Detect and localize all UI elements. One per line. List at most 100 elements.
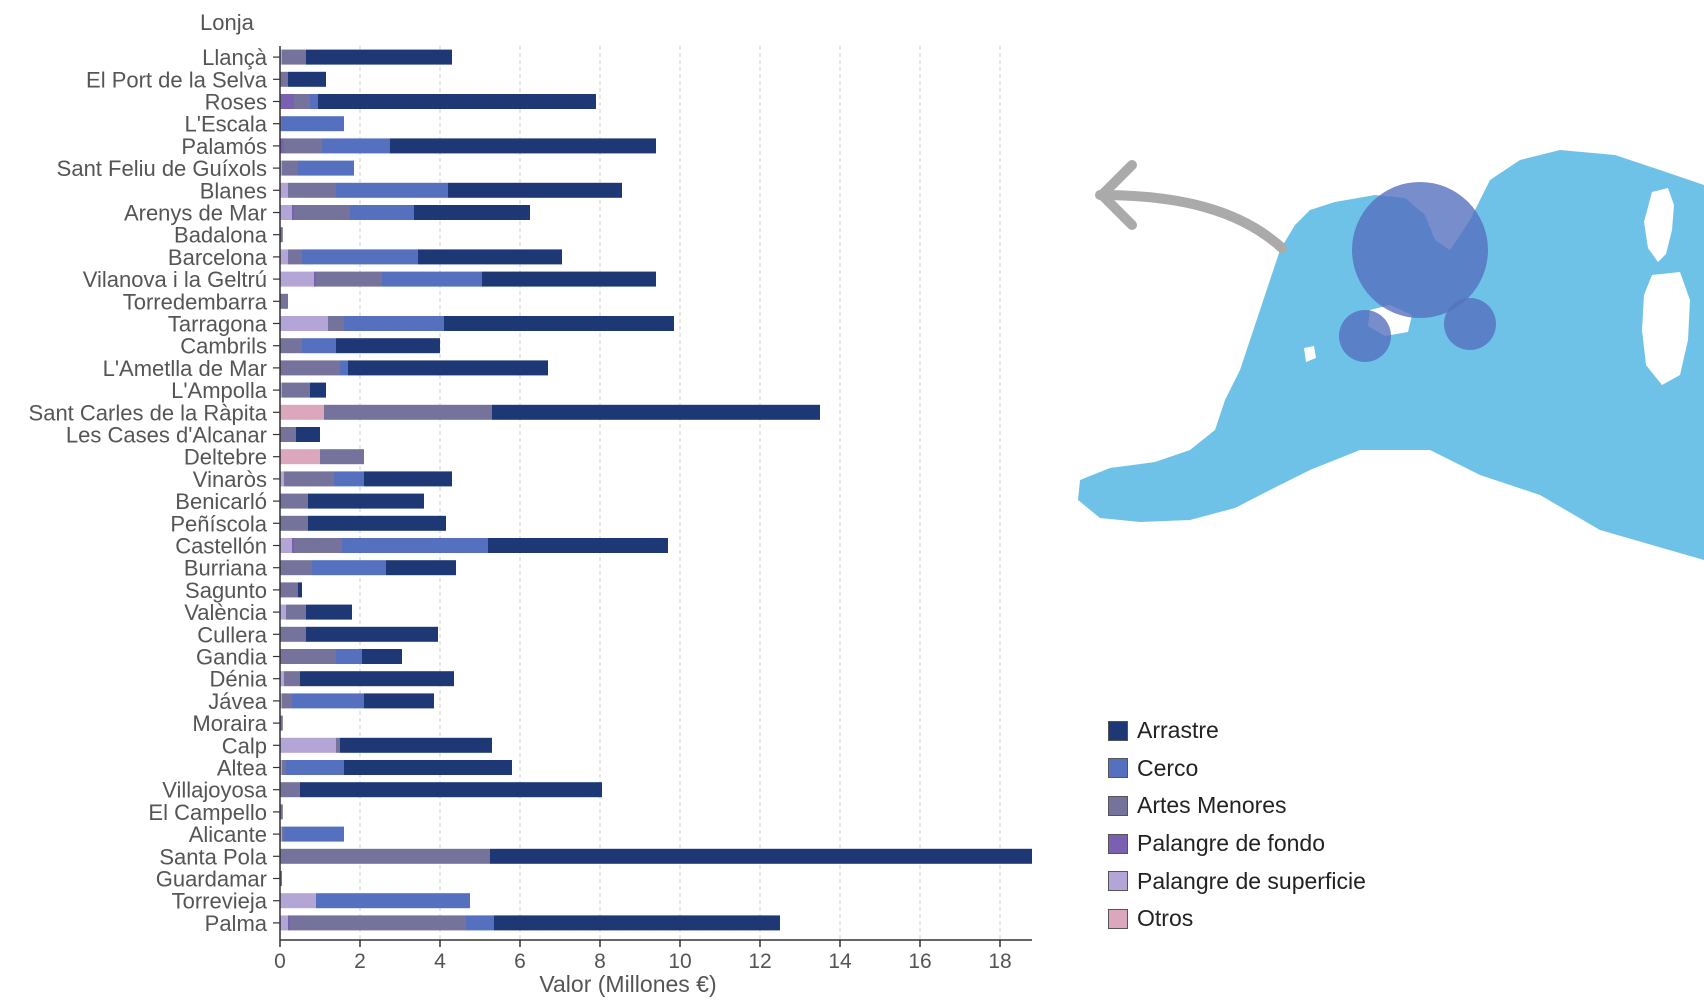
bars <box>280 49 1032 931</box>
bar-segment <box>282 760 286 775</box>
bar-segment <box>316 271 382 287</box>
bar-segment <box>280 160 282 176</box>
bar-segment <box>414 205 530 220</box>
corsica-shape <box>1644 188 1674 262</box>
category-label: Castellón <box>175 534 267 559</box>
x-tick-label: 4 <box>434 950 446 973</box>
balearic-value-bubble <box>1444 298 1496 350</box>
category-label: Barcelona <box>168 245 268 270</box>
legend-item: Cerco <box>1108 750 1366 788</box>
category-label: Vilanova i la Geltrú <box>83 267 267 292</box>
bar-segment <box>280 227 283 243</box>
bar-segment <box>324 404 492 420</box>
category-label: Santa Pola <box>159 844 267 869</box>
coastline-land-shape <box>1078 150 1704 560</box>
bar-segment <box>280 604 286 620</box>
legend-label: Cerco <box>1137 754 1199 781</box>
bar-segment <box>280 205 292 220</box>
category-label: Alicante <box>189 822 267 847</box>
bar-segment <box>362 649 402 664</box>
bar-segment <box>306 604 352 620</box>
x-axis-label: Valor (Millones €) <box>539 971 716 997</box>
bar-segment <box>280 515 308 531</box>
sardinia-shape <box>1642 272 1690 385</box>
bar-segment <box>488 538 668 553</box>
category-label: L'Ampolla <box>171 378 268 403</box>
legend-swatch <box>1108 758 1128 779</box>
bar-segment <box>280 293 288 309</box>
bar-segment <box>284 138 322 154</box>
bar-segment <box>284 471 334 487</box>
bar-segment <box>280 560 312 576</box>
bar-segment <box>314 271 316 287</box>
bar-segment <box>298 160 354 176</box>
x-tick-label: 14 <box>828 950 852 973</box>
bar-segment <box>280 848 490 864</box>
category-label: Altea <box>217 756 268 781</box>
x-tick-label: 2 <box>354 950 366 973</box>
bar-segment <box>280 94 294 109</box>
x-tick-label: 16 <box>908 950 931 973</box>
bar-segment <box>336 737 340 753</box>
bar-segment <box>282 49 306 65</box>
bar-segment <box>280 737 336 753</box>
legend-label: Otros <box>1137 905 1194 932</box>
bar-segment <box>280 804 283 820</box>
category-label: Villajoyosa <box>162 778 268 803</box>
bar-segment <box>280 71 288 87</box>
legend-swatch <box>1108 795 1128 816</box>
bar-segment <box>280 49 282 65</box>
bar-segment <box>288 915 290 931</box>
bar-segment <box>282 382 310 398</box>
category-label: Guardamar <box>156 867 267 892</box>
bar-segment <box>344 760 512 775</box>
arrowhead-icon <box>1097 160 1137 230</box>
category-label: Torredembarra <box>123 289 268 314</box>
bar-segment <box>280 404 324 420</box>
category-label: El Campello <box>148 800 267 825</box>
bar-segment <box>482 271 656 287</box>
category-label: Calp <box>222 733 267 758</box>
category-label: Cambrils <box>180 334 267 359</box>
bar-segment <box>342 538 488 553</box>
bar-segment <box>308 515 446 531</box>
valencia-value-bubble <box>1339 310 1391 362</box>
bar-segment <box>280 782 300 798</box>
bar-segment <box>328 316 344 331</box>
bar-segment <box>280 538 292 553</box>
bar-segment <box>364 693 434 709</box>
bar-segment <box>364 471 452 487</box>
bar-segment <box>292 205 294 220</box>
legend-label: Palangre de fondo <box>1137 830 1325 857</box>
bar-segment <box>280 893 316 909</box>
bar-segment <box>336 182 448 198</box>
legend-swatch <box>1108 833 1128 854</box>
bar-segment <box>280 249 288 265</box>
bar-segment <box>292 693 364 709</box>
legend-swatch <box>1108 871 1128 892</box>
category-label: Palamós <box>181 134 267 159</box>
bar-segment <box>340 737 492 753</box>
x-tick-label: 0 <box>274 950 286 973</box>
x-tick-label: 8 <box>594 950 606 973</box>
x-tick-label: 12 <box>748 950 771 973</box>
bar-segment <box>312 560 386 576</box>
bar-segment <box>302 249 418 265</box>
bar-segment <box>282 160 298 176</box>
bar-segment <box>348 360 548 376</box>
bar-segment <box>298 582 302 598</box>
bar-segment <box>286 760 344 775</box>
bar-segment <box>336 338 440 354</box>
bar-segment <box>288 71 326 87</box>
category-label: Peñíscola <box>170 511 267 536</box>
category-label: Benicarló <box>175 489 267 514</box>
bar-segment <box>390 138 656 154</box>
bar-segment <box>280 649 336 664</box>
legend-item: Artes Menores <box>1108 787 1366 825</box>
bar-segment <box>292 538 294 553</box>
legend-swatch <box>1108 908 1128 929</box>
bar-segment <box>280 871 282 886</box>
bar-segment <box>340 360 348 376</box>
bar-segment <box>418 249 562 265</box>
